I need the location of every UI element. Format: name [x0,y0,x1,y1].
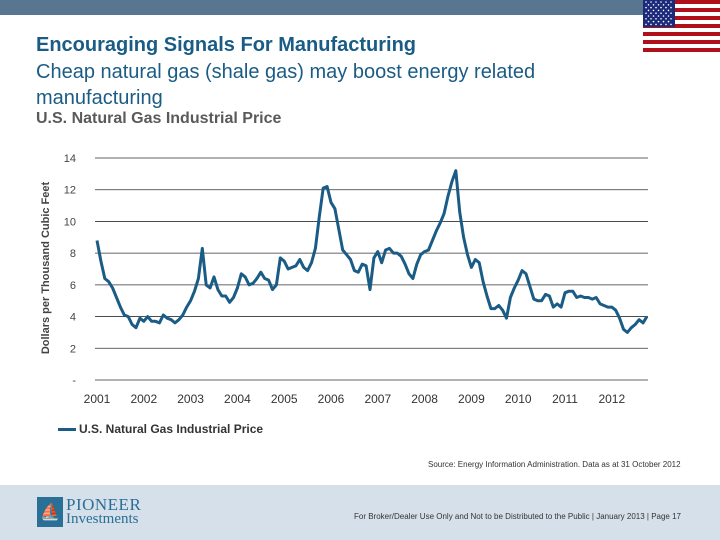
x-tick-label: 2007 [364,392,391,406]
pioneer-logo: ⛵ PIONEER Investments [37,495,142,527]
y-tick-label: 10 [64,216,76,228]
x-tick-label: 2011 [552,392,578,406]
page-subtitle: Cheap natural gas (shale gas) may boost … [36,61,536,109]
y-tick-label: 12 [64,185,76,197]
y-tick-label: 2 [70,343,76,355]
legend-swatch [58,427,76,431]
x-tick-label: 2002 [130,392,157,406]
y-tick-label: 14 [64,153,76,165]
chart-title: U.S. Natural Gas Industrial Price [36,110,282,127]
y-tick-label: 8 [70,248,76,260]
x-tick-label: 2012 [598,392,625,406]
logo-name: PIONEER [66,495,142,514]
ship-icon: ⛵ [37,497,63,527]
chart-legend: U.S. Natural Gas Industrial Price [58,422,263,436]
top-banner [0,0,720,15]
x-tick-label: 2008 [411,392,438,406]
x-tick-label: 2001 [84,392,111,406]
series-line-us-natural-gas-industrial-price [95,169,649,334]
footer-bar [0,485,720,540]
x-tick-label: 2004 [224,392,251,406]
y-tick-label: - [72,375,76,387]
footer-disclaimer: For Broker/Dealer Use Only and Not to be… [354,512,681,521]
y-tick-label: 6 [70,280,76,292]
y-tick-label: 4 [70,312,76,324]
x-tick-label: 2006 [318,392,345,406]
x-tick-label: 2003 [177,392,204,406]
x-tick-label: 2010 [505,392,532,406]
x-tick-label: 2005 [271,392,298,406]
logo-subname: Investments [66,511,139,527]
source-note: Source: Energy Information Administratio… [428,460,681,469]
us-flag-icon [643,0,720,52]
x-tick-label: 2009 [458,392,485,406]
legend-label: U.S. Natural Gas Industrial Price [79,422,264,436]
page-title: Encouraging Signals For Manufacturing [36,34,417,56]
